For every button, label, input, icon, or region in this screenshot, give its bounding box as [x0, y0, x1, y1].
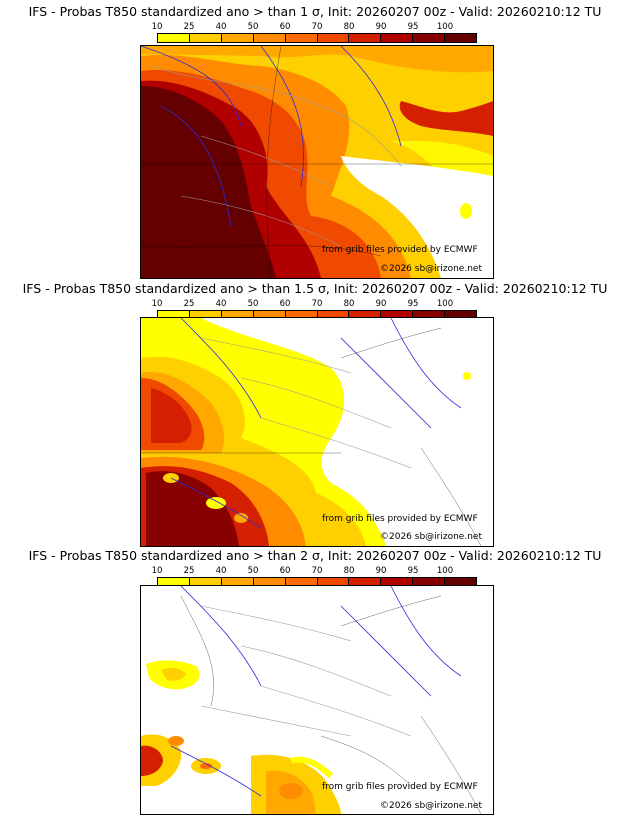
panel-2-credit: from grib files provided by ECMWF	[322, 514, 478, 524]
colorbar-swatch	[158, 578, 190, 586]
colorbar-tick: 100	[436, 22, 454, 32]
colorbar-tick: 40	[215, 299, 227, 309]
colorbar-tick: 90	[375, 299, 387, 309]
colorbar-swatch	[253, 578, 286, 586]
colorbar-tick: 50	[247, 299, 259, 309]
colorbar-tick: 70	[311, 299, 323, 309]
colorbar-tick: 90	[375, 22, 387, 32]
colorbar-swatch	[189, 34, 222, 42]
panel-2-map	[140, 317, 494, 547]
probability-field	[141, 46, 493, 278]
panel-1-credit: from grib files provided by ECMWF	[322, 245, 478, 255]
colorbar-swatch	[445, 311, 477, 319]
colorbar-tick: 95	[407, 299, 419, 309]
colorbar-swatch	[285, 311, 318, 319]
colorbar-tick: 25	[183, 566, 195, 576]
colorbar-swatch	[317, 34, 350, 42]
panel-3-title: IFS - Probas T850 standardized ano > tha…	[28, 548, 602, 563]
colorbar-tick: 10	[151, 299, 163, 309]
colorbar-swatch	[349, 578, 382, 586]
panel-3-map	[140, 585, 494, 815]
colorbar-tick: 70	[311, 22, 323, 32]
colorbar-swatch	[317, 311, 350, 319]
colorbar-swatch	[317, 578, 350, 586]
colorbar-tick-labels: 10 25 40 50 60 70 80 90 95 100	[152, 566, 477, 576]
panel-1-copyright: ©2026 sb@irizone.net	[380, 264, 482, 274]
colorbar-swatches	[157, 310, 477, 320]
colorbar-swatch	[381, 34, 414, 42]
colorbar-tick: 40	[215, 22, 227, 32]
colorbar-swatch	[381, 578, 414, 586]
probability-field	[141, 586, 493, 814]
colorbar-swatch	[253, 34, 286, 42]
panel-2-copyright: ©2026 sb@irizone.net	[380, 532, 482, 542]
colorbar-tick-labels: 10 25 40 50 60 70 80 90 95 100	[152, 299, 477, 309]
colorbar-swatch	[413, 578, 446, 586]
colorbar-tick: 10	[151, 22, 163, 32]
colorbar-tick: 70	[311, 566, 323, 576]
colorbar-tick: 60	[279, 22, 291, 32]
colorbar-tick: 25	[183, 22, 195, 32]
colorbar-tick: 25	[183, 299, 195, 309]
colorbar-tick: 80	[343, 22, 355, 32]
colorbar-swatch	[445, 34, 477, 42]
colorbar-swatches	[157, 33, 477, 43]
panel-1-title: IFS - Probas T850 standardized ano > tha…	[28, 4, 602, 19]
panel-3-copyright: ©2026 sb@irizone.net	[380, 801, 482, 811]
colorbar-tick: 60	[279, 566, 291, 576]
colorbar-swatch	[413, 34, 446, 42]
colorbar-tick: 100	[436, 299, 454, 309]
panel-2-colorbar: 10 25 40 50 60 70 80 90 95 100	[152, 299, 477, 320]
colorbar-tick: 50	[247, 22, 259, 32]
colorbar-swatch	[189, 578, 222, 586]
colorbar-swatch	[221, 578, 254, 586]
panel-3-credit: from grib files provided by ECMWF	[322, 782, 478, 792]
panel-2-title: IFS - Probas T850 standardized ano > tha…	[22, 281, 608, 296]
panel-3-colorbar: 10 25 40 50 60 70 80 90 95 100	[152, 566, 477, 587]
colorbar-tick: 95	[407, 22, 419, 32]
colorbar-swatch	[158, 34, 190, 42]
colorbar-swatch	[349, 34, 382, 42]
colorbar-tick: 40	[215, 566, 227, 576]
colorbar-swatch	[381, 311, 414, 319]
colorbar-tick: 10	[151, 566, 163, 576]
colorbar-swatch	[158, 311, 190, 319]
colorbar-swatch	[285, 578, 318, 586]
panel-1-map	[140, 45, 494, 279]
colorbar-swatch	[189, 311, 222, 319]
colorbar-swatch	[253, 311, 286, 319]
colorbar-tick: 80	[343, 566, 355, 576]
colorbar-swatch	[349, 311, 382, 319]
panel-1-colorbar: 10 25 40 50 60 70 80 90 95 100	[152, 22, 477, 43]
colorbar-swatch	[445, 578, 477, 586]
colorbar-swatch	[285, 34, 318, 42]
colorbar-tick-labels: 10 25 40 50 60 70 80 90 95 100	[152, 22, 477, 32]
colorbar-swatch	[221, 34, 254, 42]
colorbar-tick: 60	[279, 299, 291, 309]
colorbar-tick: 95	[407, 566, 419, 576]
colorbar-tick: 90	[375, 566, 387, 576]
probability-field	[141, 318, 493, 546]
colorbar-swatch	[413, 311, 446, 319]
colorbar-tick: 50	[247, 566, 259, 576]
colorbar-tick: 100	[436, 566, 454, 576]
colorbar-tick: 80	[343, 299, 355, 309]
colorbar-swatch	[221, 311, 254, 319]
